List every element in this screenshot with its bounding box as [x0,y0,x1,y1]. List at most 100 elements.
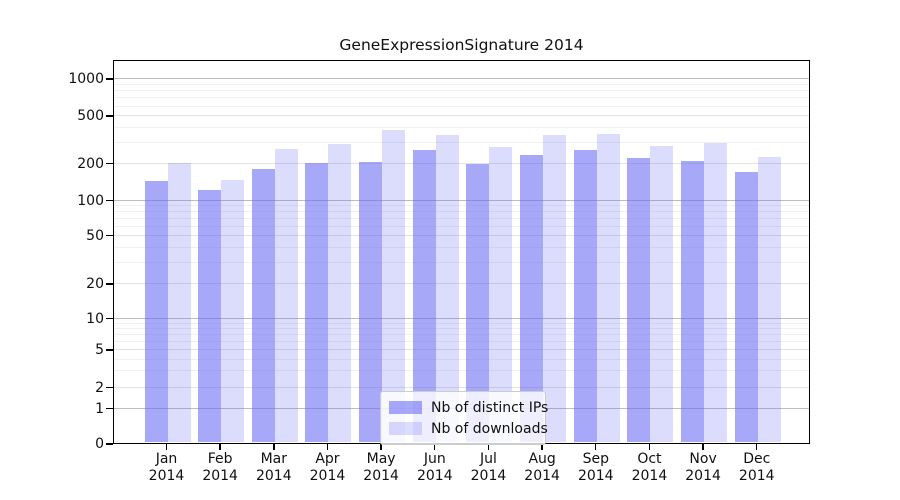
x-tick-month: Jan [155,451,178,467]
y-tick-mark-1000 [106,78,113,80]
x-tick-label-oct: Oct 2014 [607,451,691,485]
x-tick-mark-mar [273,444,275,450]
x-tick-label-jul: Jul 2014 [446,451,530,485]
x-tick-mark-feb [219,444,221,450]
gridline-500 [114,115,809,117]
x-tick-label-nov: Nov 2014 [661,451,745,485]
x-tick-month: Feb [207,451,233,467]
gridline-400 [114,126,809,128]
gridline-7 [114,334,809,336]
bar-oct-distinct-ips [627,158,651,442]
gridline-2 [114,386,809,388]
gridline-70 [114,217,809,219]
bar-sep-downloads [596,133,620,442]
x-tick-year: 2014 [470,468,507,484]
x-tick-month: Dec [743,451,771,467]
x-tick-year: 2014 [685,468,721,484]
x-tick-year: 2014 [577,468,614,484]
x-tick-mark-jan [165,444,168,450]
bar-dec-downloads [757,157,781,442]
x-tick-year: 2014 [363,468,399,484]
gridline-9 [114,322,809,324]
gridline-5 [114,349,809,351]
legend-swatch [389,422,422,435]
y-tick-label-500: 500 [77,108,104,124]
x-tick-year: 2014 [416,468,453,484]
legend-swatch [389,401,422,414]
gridline-600 [114,105,809,107]
x-tick-year: 2014 [202,468,238,484]
y-tick-label-50: 50 [86,227,104,244]
chart-title: GeneExpressionSignature 2014 [339,36,584,54]
gridline-300 [114,141,809,143]
x-tick-month: Nov [689,451,717,467]
gridline-8 [114,328,809,330]
gridline-900 [114,84,809,86]
y-tick-label-1: 1 [95,400,104,417]
y-tick-mark-200 [106,162,113,165]
gridline-60 [114,225,809,227]
bar-may-downloads [382,129,406,442]
x-tick-mark-jun [434,444,436,450]
gridline-4 [114,358,809,360]
x-tick-month: May [366,451,396,467]
y-tick-label-5: 5 [95,342,104,358]
x-tick-year: 2014 [255,468,292,484]
gridline-6 [114,341,809,343]
y-tick-mark-50 [106,234,113,237]
gridline-80 [114,211,809,213]
bar-mar-downloads [274,148,298,442]
x-tick-mark-jul [487,444,490,450]
y-tick-label-20: 20 [86,276,104,292]
y-tick-mark-1 [106,407,113,410]
x-tick-label-mar: Mar 2014 [232,451,316,485]
x-tick-mark-nov [702,444,704,450]
x-tick-label-apr: Apr 2014 [285,451,369,485]
bar-feb-distinct-ips [198,190,222,442]
y-tick-label-1000: 1000 [68,71,104,87]
gridline-700 [114,97,809,99]
gridline-1000 [114,78,809,80]
x-tick-year: 2014 [148,468,185,484]
gridline-200 [114,162,809,164]
x-tick-year: 2014 [309,468,346,484]
bar-oct-downloads [650,146,674,442]
bar-nov-downloads [704,142,728,442]
gridline-20 [114,283,809,285]
x-tick-label-feb: Feb 2014 [178,451,262,485]
x-tick-mark-may [380,444,382,450]
bar-apr-distinct-ips [305,163,329,442]
gridline-30 [114,261,809,263]
x-tick-month: Sep [582,451,609,467]
legend-label: Nb of downloads [431,420,548,437]
y-tick-mark-5 [106,349,113,351]
bar-jun-distinct-ips [412,150,436,442]
bar-apr-downloads [328,143,352,442]
y-tick-mark-10 [106,317,113,320]
x-tick-year: 2014 [631,468,668,484]
bar-sep-distinct-ips [573,150,597,442]
bar-mar-distinct-ips [251,169,275,442]
bar-feb-downloads [221,179,245,442]
x-tick-mark-aug [541,444,543,450]
bar-jan-distinct-ips [144,180,168,442]
y-tick-mark-0 [106,443,113,445]
bar-jun-downloads [435,134,459,442]
gridline-800 [114,90,809,92]
x-tick-label-aug: Aug 2014 [500,451,584,485]
legend-label: Nb of distinct IPs [431,399,549,416]
y-tick-mark-100 [106,199,113,202]
y-tick-mark-2 [106,386,113,389]
legend-entry-distinct-ips: Nb of distinct IPs [389,397,548,418]
gridline-40 [114,246,809,248]
x-tick-mark-sep [595,444,597,450]
bar-jul-downloads [489,146,513,442]
x-tick-month: Jun [423,451,446,467]
y-tick-label-200: 200 [77,155,104,172]
x-tick-month: Mar [260,451,288,467]
bar-jan-downloads [167,162,191,442]
x-tick-month: Aug [528,451,556,467]
x-tick-month: Jul [480,451,497,467]
x-tick-label-may: May 2014 [339,451,423,485]
bar-jul-distinct-ips [466,164,490,442]
